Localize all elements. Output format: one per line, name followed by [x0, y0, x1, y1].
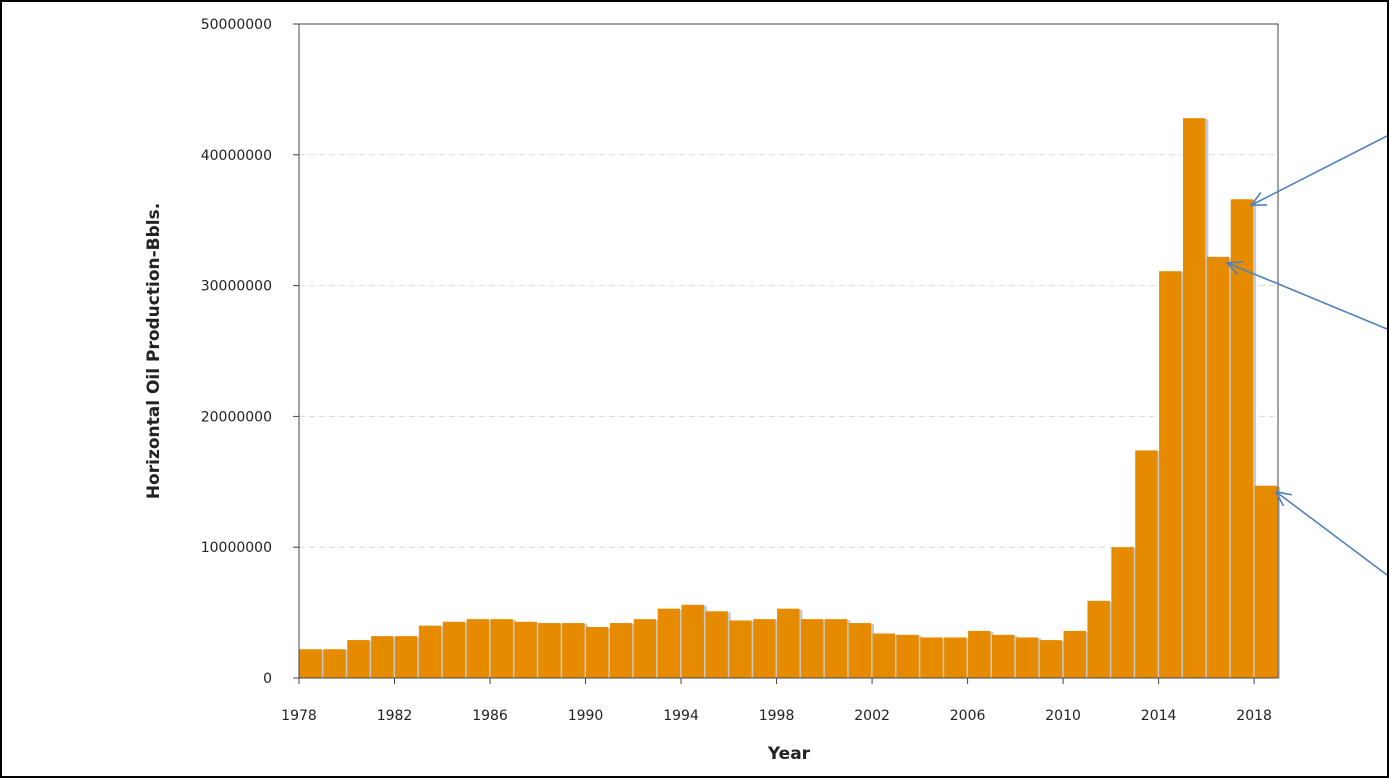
bar: [1039, 640, 1063, 678]
x-tick-label: 2006: [950, 708, 986, 724]
bar: [1087, 600, 1110, 678]
x-tick-label: 1982: [377, 708, 413, 724]
arrow-line: [1226, 262, 1387, 330]
bar: [1159, 271, 1182, 678]
x-tick-label: 1998: [759, 708, 795, 724]
bar: [299, 649, 322, 678]
y-tick-label: 10000000: [201, 540, 272, 556]
bar: [848, 623, 872, 678]
bars: [299, 118, 1280, 678]
bar: [1015, 637, 1039, 678]
arrow-2016: [1225, 261, 1387, 330]
bar: [418, 625, 442, 678]
bar: [824, 619, 848, 678]
x-tick-label: 2014: [1141, 708, 1177, 724]
bar: [729, 620, 752, 678]
axes: [293, 23, 1279, 684]
bar: [944, 637, 967, 678]
bar: [1230, 199, 1254, 678]
bar: [681, 604, 704, 678]
bar: [896, 634, 919, 678]
bar: [1063, 630, 1086, 678]
x-tick-label: 1986: [472, 708, 508, 724]
bar: [991, 634, 1015, 678]
bar: [1182, 118, 1206, 678]
x-tick-labels: 1978 1982 1986 1990 1994 1998 2002 2006 2010 2014…: [281, 708, 1272, 724]
x-tick-label: 2010: [1045, 708, 1081, 724]
bar: [538, 623, 561, 678]
bar: [753, 619, 776, 678]
y-tick-label: 40000000: [201, 148, 272, 164]
plot-border: [298, 23, 1279, 679]
bar: [1254, 485, 1277, 678]
x-tick-label: 1990: [568, 708, 604, 724]
x-tick-label: 1994: [663, 708, 699, 724]
bar: [920, 637, 943, 678]
arrow-2018: [1274, 490, 1387, 576]
y-tick-label: 20000000: [201, 409, 272, 425]
y-tick-label: 50000000: [201, 17, 272, 33]
bar: [371, 636, 394, 678]
bar: [562, 623, 585, 678]
bar: [705, 611, 728, 678]
y-tick-label: 0: [263, 671, 272, 687]
x-tick-label: 1978: [281, 708, 317, 724]
bar: [323, 649, 346, 678]
arrow-line: [1250, 135, 1387, 206]
bar: [1135, 450, 1158, 678]
bar: [514, 621, 537, 678]
bar: [633, 619, 657, 678]
bar: [395, 636, 418, 678]
y-tick-label: 30000000: [201, 279, 272, 295]
bar: [609, 623, 633, 678]
bar: [442, 621, 466, 678]
x-tick-label: 2002: [854, 708, 890, 724]
arrow-head: [1225, 261, 1244, 276]
y-tick-labels: 0 10000000 20000000 30000000 40000000 5000000…: [201, 17, 272, 687]
x-tick-label: 2018: [1236, 708, 1272, 724]
bar: [490, 619, 513, 678]
bar: [1111, 547, 1134, 678]
bar: [586, 626, 609, 678]
bar: [777, 608, 800, 678]
arrow-2017: [1249, 135, 1387, 207]
bar: [968, 630, 991, 678]
bar: [872, 633, 895, 678]
bar: [800, 619, 824, 678]
bar: [657, 608, 681, 678]
bar: [466, 619, 490, 678]
bar: [347, 640, 370, 678]
annotation-arrows: [1225, 135, 1387, 576]
arrow-line: [1275, 491, 1387, 576]
gridlines: [299, 154, 1278, 548]
y-axis-title: Horizontal Oil Production-Bbls.: [144, 203, 164, 499]
arrow-head: [1274, 490, 1292, 507]
bar: [1206, 256, 1230, 678]
arrow-head: [1249, 192, 1268, 207]
x-axis-title: Year: [767, 744, 811, 764]
